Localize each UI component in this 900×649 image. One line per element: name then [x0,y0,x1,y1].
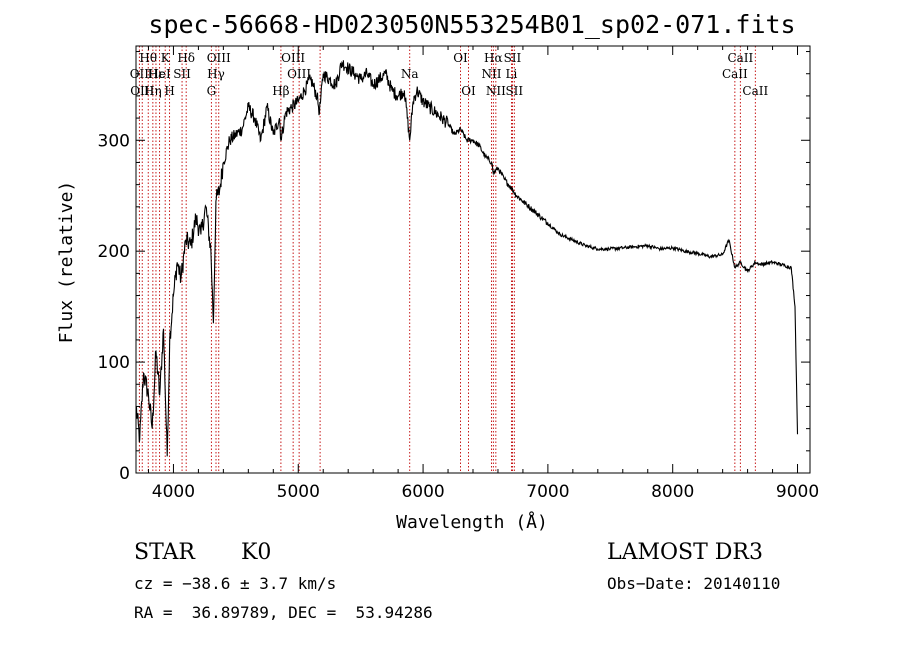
x-tick-label: 4000 [152,482,195,502]
line-label: Hβ [272,84,289,98]
survey-name: LAMOST DR3 [607,540,763,565]
object-subclass: K0 [241,540,272,565]
y-tick-label: 0 [119,464,130,484]
y-tick-label: 200 [98,242,130,262]
spectrum-line [135,60,799,457]
line-label: Hδ [177,51,195,65]
x-tick-label: 9000 [776,482,819,502]
x-tick-label: 8000 [651,482,694,502]
line-label: K [161,51,171,65]
line-label: SII [504,51,522,65]
object-class: STAR [134,540,195,565]
line-label: Na [401,67,419,81]
chart-title: spec-56668-HD023050N553254B01_sp02-071.f… [148,10,795,39]
x-axis-label: Wavelength (Å) [396,511,548,533]
coordinates: RA = 36.89789, DEC = 53.94286 [134,603,433,622]
x-tick-label: 5000 [277,482,320,502]
line-label: SII [173,67,191,81]
line-label: OI [453,51,468,65]
spectral-line-markers [138,46,756,473]
redshift-cz: cz = −38.6 ± 3.7 km/s [134,574,337,593]
line-label: NII [486,84,506,98]
line-label: HeI [148,67,171,81]
y-axis: 0 100 200 300 [98,51,810,484]
y-tick-label: 300 [98,131,130,151]
line-label: Hη [144,84,162,98]
line-label: Hε [148,67,165,81]
x-axis: 4000 5000 6000 7000 8000 9000 [147,46,819,502]
observation-date: Obs−Date: 20140110 [607,574,781,593]
line-label: OIII [281,51,305,65]
plot-frame [135,45,811,474]
line-label: OIII [207,51,231,65]
line-label: CaII [742,84,768,98]
line-label: SII [505,84,523,98]
line-label: Hα [484,51,503,65]
line-label: CaII [722,67,748,81]
y-axis-label: Flux (relative) [56,181,77,344]
x-tick-label: 7000 [526,482,569,502]
line-label: OIII [287,67,311,81]
y-tick-label: 100 [98,353,130,373]
line-label: Li [506,67,518,81]
line-label: CaII [727,51,753,65]
line-label: G [207,84,217,98]
line-label: H [164,84,174,98]
line-label: Hθ [139,51,157,65]
x-tick-label: 6000 [401,482,444,502]
line-label: Hγ [207,67,225,81]
line-label: OI [461,84,476,98]
line-label: NII [481,67,501,81]
